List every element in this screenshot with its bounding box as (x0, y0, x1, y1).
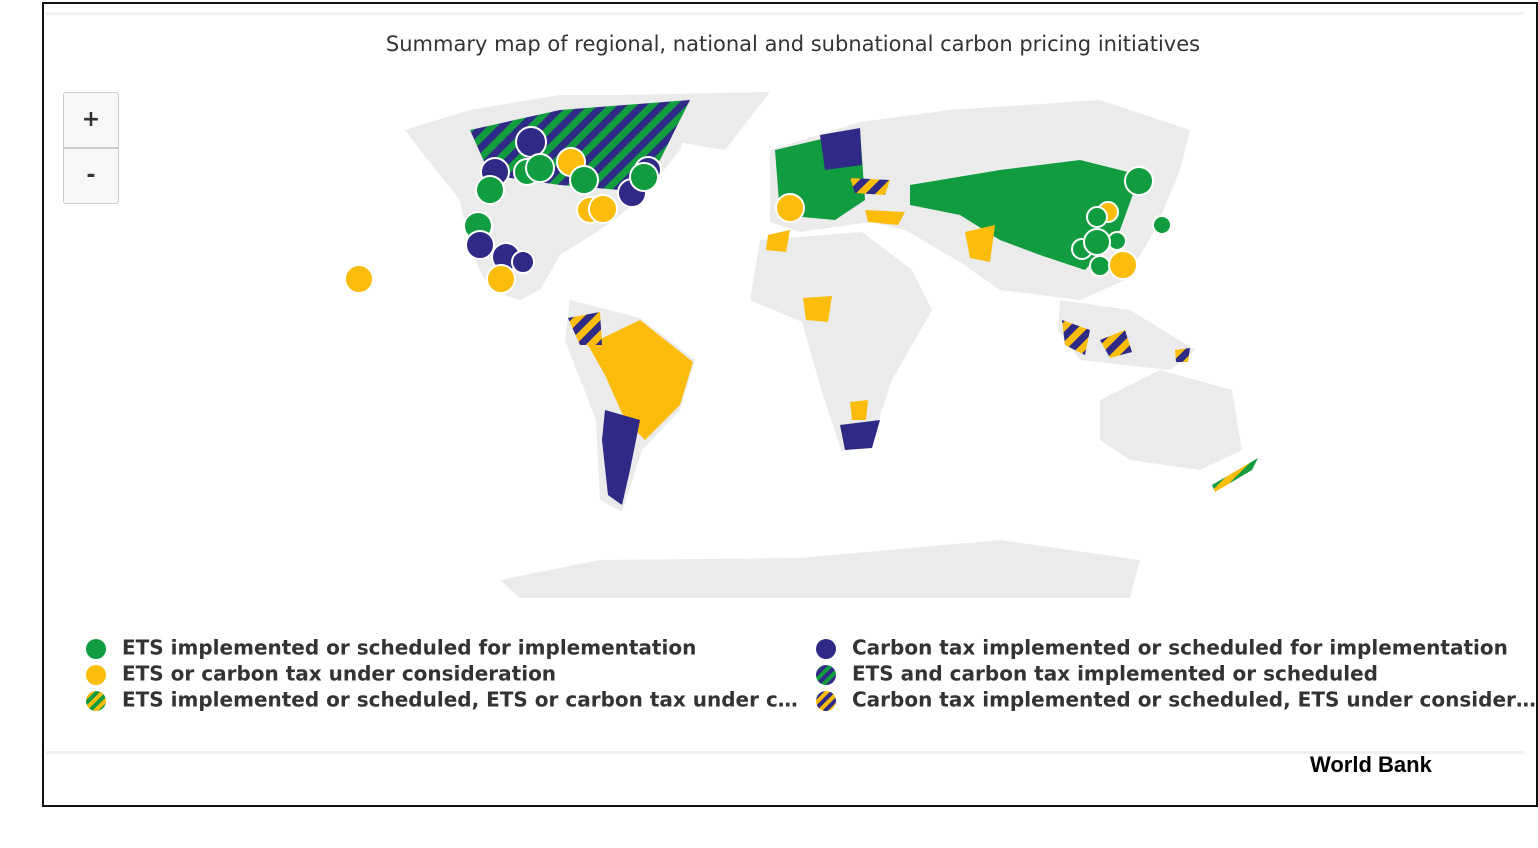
map-title: Summary map of regional, national and su… (386, 32, 1200, 56)
legend: ETS implemented or scheduled for impleme… (86, 636, 1536, 712)
legend-label: ETS and carbon tax implemented or schedu… (852, 662, 1378, 686)
legend-label: ETS or carbon tax under consideration (122, 662, 556, 686)
legend-marker (86, 665, 106, 685)
bottom-rule (46, 751, 1524, 754)
legend-marker (816, 665, 836, 685)
legend-marker (816, 691, 836, 711)
credit: World Bank (1310, 752, 1433, 777)
frame (42, 2, 1538, 807)
zoom-out-button[interactable]: - (63, 148, 119, 204)
legend-label: Carbon tax implemented or scheduled, ETS… (852, 688, 1536, 712)
zoom-in-button[interactable]: + (63, 92, 119, 148)
initiative-markers (344, 126, 1172, 294)
legend-marker (816, 639, 836, 659)
legend-label: ETS implemented or scheduled for impleme… (122, 636, 696, 660)
top-rule (46, 12, 1524, 15)
legend-marker (86, 639, 106, 659)
legend-label: ETS implemented or scheduled, ETS or car… (122, 688, 798, 712)
legend-label: Carbon tax implemented or scheduled for … (852, 636, 1508, 660)
legend-marker (86, 691, 106, 711)
